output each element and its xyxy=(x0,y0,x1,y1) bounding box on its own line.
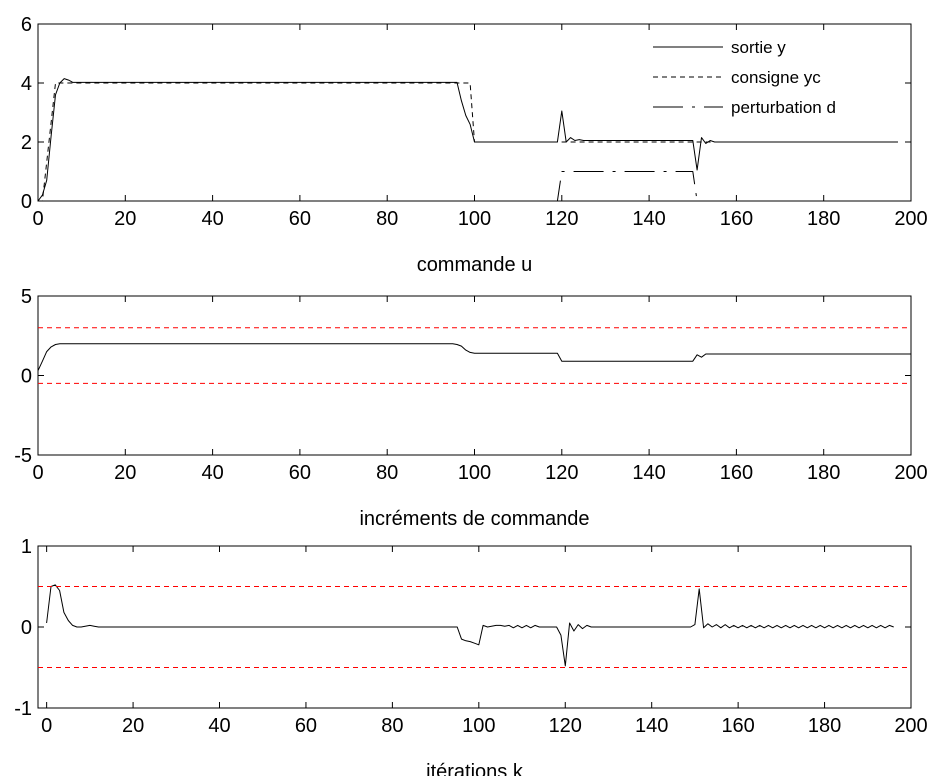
x-tick-label: 80 xyxy=(376,462,398,484)
x-tick-label: 20 xyxy=(114,208,136,230)
x-tick-label: 0 xyxy=(32,208,43,230)
x-tick-label: 200 xyxy=(894,462,927,484)
x-tick-label: 80 xyxy=(381,715,403,737)
y-tick-label: 0 xyxy=(21,617,32,639)
x-tick-label: 180 xyxy=(807,462,840,484)
y-tick-label: 1 xyxy=(21,536,32,558)
series-line-1 xyxy=(37,343,911,371)
x-tick-label: 60 xyxy=(289,462,311,484)
y-tick-label: 5 xyxy=(21,286,32,308)
x-tick-label: 20 xyxy=(122,715,144,737)
x-tick-label: 80 xyxy=(376,208,398,230)
x-tick-label: 140 xyxy=(632,208,665,230)
x-tick-label: 40 xyxy=(201,462,223,484)
x-tick-label: 140 xyxy=(632,462,665,484)
x-tick-label: 160 xyxy=(721,715,754,737)
y-tick-label: 2 xyxy=(21,132,32,154)
x-tick-label: 200 xyxy=(894,715,927,737)
subplot-1: 0 20 40 60 80 100 120 140 160 180 200 0 2 4 6 commande … xyxy=(21,14,928,276)
y-tick-label: 0 xyxy=(21,191,32,213)
series-line-3 xyxy=(38,171,898,202)
x-tick-label: 100 xyxy=(458,462,491,484)
y-tick-label: -5 xyxy=(14,445,32,467)
x-axis-label: itérations k xyxy=(426,761,524,776)
x-tick-label: 160 xyxy=(720,462,753,484)
legend: sortie y consigne yc perturbation d xyxy=(653,38,836,117)
subplot-2: 0 20 40 60 80 100 120 140 160 180 200-505incrément… xyxy=(14,286,927,530)
x-tick-label: 120 xyxy=(545,208,578,230)
subplot-3: 0 20 40 60 80 100 120 140 160 180 200 -1 0 1 itération… xyxy=(14,536,927,776)
x-tick-label: 180 xyxy=(808,715,841,737)
x-tick-label: 20 xyxy=(114,462,136,484)
x-tick-label: 60 xyxy=(289,208,311,230)
legend-label: sortie y xyxy=(731,38,786,57)
x-tick-label: 120 xyxy=(545,462,578,484)
x-tick-label: 40 xyxy=(208,715,230,737)
x-tick-label: 60 xyxy=(295,715,317,737)
y-tick-label: 0 xyxy=(21,366,32,388)
series-line-1 xyxy=(46,584,894,667)
x-tick-label: 100 xyxy=(462,715,495,737)
x-tick-label: 0 xyxy=(41,715,52,737)
x-tick-label: 160 xyxy=(720,208,753,230)
legend-label: consigne yc xyxy=(731,68,821,87)
subplots: 0 20 40 60 80 100 120 140 160 180 2000246commande … xyxy=(14,14,927,776)
x-tick-label: 0 xyxy=(32,462,43,484)
y-tick-label: 6 xyxy=(21,14,32,36)
series-line-1 xyxy=(37,78,898,202)
y-tick-label: 4 xyxy=(21,73,32,95)
x-tick-label: 40 xyxy=(201,208,223,230)
x-axis-label: commande u xyxy=(417,254,533,276)
x-tick-label: 140 xyxy=(635,715,668,737)
x-tick-label: 120 xyxy=(549,715,582,737)
x-tick-label: 100 xyxy=(458,208,491,230)
x-tick-label: 180 xyxy=(807,208,840,230)
x-tick-label: 200 xyxy=(894,208,927,230)
legend-label: perturbation d xyxy=(731,98,836,117)
y-tick-label: -1 xyxy=(14,698,32,720)
x-axis-label: incréments de commande xyxy=(359,508,589,530)
